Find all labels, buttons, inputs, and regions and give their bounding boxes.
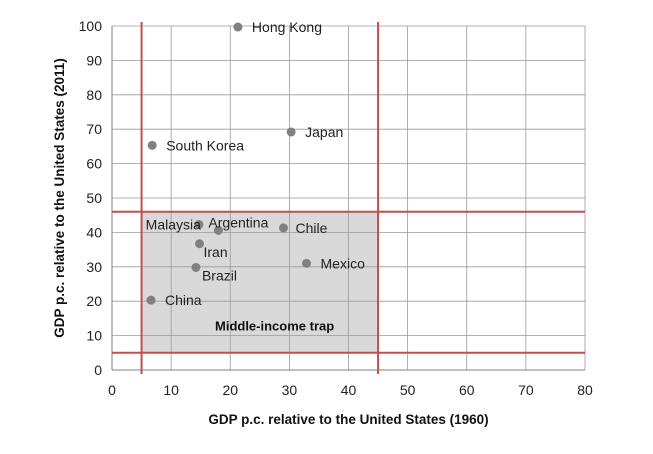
y-tick-label: 100	[79, 18, 103, 34]
point-label: Chile	[295, 220, 327, 236]
data-point	[146, 295, 156, 305]
data-point	[194, 219, 204, 229]
y-tick-label: 0	[94, 362, 102, 378]
data-point	[191, 262, 201, 272]
y-axis-title: GDP p.c. relative to the United States (…	[52, 58, 67, 338]
data-point	[147, 140, 157, 150]
x-tick-label: 60	[459, 382, 475, 398]
y-tick-label: 90	[86, 52, 102, 68]
y-tick-label: 50	[86, 190, 102, 206]
point-label: Argentina	[208, 214, 268, 230]
x-tick-label: 10	[163, 382, 179, 398]
region-label: Middle-income trap	[215, 318, 334, 333]
x-tick-label: 30	[282, 382, 298, 398]
point-label: Mexico	[321, 255, 366, 271]
data-point	[213, 225, 223, 235]
point-label: Hong Kong	[252, 19, 322, 35]
x-tick-label: 80	[577, 382, 593, 398]
x-tick-label: 40	[341, 382, 357, 398]
y-tick-label: 70	[86, 121, 102, 137]
y-tick-label: 30	[86, 259, 102, 275]
y-tick-label: 60	[86, 156, 102, 172]
data-point	[233, 22, 243, 32]
x-axis-title: GDP p.c. relative to the United States (…	[208, 412, 488, 427]
point-label: Iran	[204, 244, 228, 260]
point-label: Brazil	[202, 267, 237, 283]
data-point	[278, 223, 288, 233]
middle-income-trap-region	[141, 211, 379, 353]
data-point	[286, 127, 296, 137]
y-tick-label: 10	[86, 328, 102, 344]
y-tick-label: 20	[86, 293, 102, 309]
x-tick-label: 0	[108, 382, 116, 398]
x-tick-label: 20	[222, 382, 238, 398]
data-point	[195, 239, 205, 249]
point-label: China	[165, 292, 202, 308]
x-tick-label: 70	[518, 382, 534, 398]
y-tick-label: 80	[86, 87, 102, 103]
point-label: South Korea	[166, 137, 244, 153]
y-tick-label: 40	[86, 224, 102, 240]
x-tick-label: 50	[400, 382, 416, 398]
point-label: Malaysia	[146, 216, 201, 232]
data-point	[302, 258, 312, 268]
point-label: Japan	[305, 124, 343, 140]
